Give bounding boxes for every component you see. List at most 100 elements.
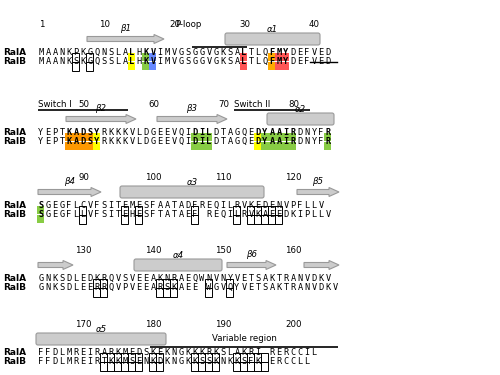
Text: Q: Q	[192, 274, 198, 283]
Text: K: K	[214, 357, 218, 366]
Text: K: K	[52, 274, 58, 283]
Text: F: F	[46, 357, 51, 366]
Bar	[100, 352, 106, 362]
Text: V: V	[116, 274, 120, 283]
Bar	[65, 132, 71, 141]
Text: E: E	[270, 357, 274, 366]
Text: S: S	[88, 137, 92, 146]
Text: N: N	[220, 274, 226, 283]
Bar	[156, 362, 162, 370]
Text: Y: Y	[262, 137, 268, 146]
Text: I: I	[220, 201, 226, 210]
Text: I: I	[186, 128, 190, 137]
Text: M: M	[130, 201, 134, 210]
Bar	[246, 214, 254, 223]
Bar	[275, 141, 281, 150]
Text: V: V	[206, 48, 212, 57]
Text: β4: β4	[64, 177, 75, 186]
Text: V: V	[172, 57, 176, 66]
Text: A: A	[270, 137, 274, 146]
Text: V: V	[172, 137, 176, 146]
Bar	[191, 141, 198, 150]
Text: E: E	[158, 137, 162, 146]
FancyBboxPatch shape	[134, 259, 222, 271]
Text: D: D	[326, 48, 330, 57]
Text: 60: 60	[148, 100, 159, 109]
Text: R: R	[102, 128, 106, 137]
Text: S: S	[108, 57, 114, 66]
Text: E: E	[122, 210, 128, 219]
Text: D: D	[66, 283, 71, 292]
Text: α1: α1	[267, 25, 278, 34]
Text: E: E	[276, 210, 281, 219]
Bar	[268, 62, 274, 70]
Bar	[156, 279, 162, 288]
Text: F: F	[66, 201, 71, 210]
Text: E: E	[256, 201, 260, 210]
Text: G: G	[214, 48, 218, 57]
Text: E: E	[136, 357, 141, 366]
Text: S: S	[228, 57, 232, 66]
Bar	[72, 132, 78, 141]
Text: 140: 140	[145, 246, 162, 255]
Text: S: S	[60, 283, 64, 292]
Bar	[240, 352, 246, 362]
Bar	[72, 62, 78, 70]
Bar	[190, 214, 198, 223]
Text: G: G	[88, 57, 92, 66]
Bar	[268, 206, 274, 214]
Text: K: K	[318, 274, 324, 283]
Text: D: D	[214, 128, 218, 137]
Text: Y: Y	[228, 274, 232, 283]
Text: F: F	[150, 210, 156, 219]
Text: R: R	[74, 357, 78, 366]
Bar	[134, 362, 141, 370]
Text: D: D	[144, 128, 148, 137]
Text: T: T	[158, 210, 162, 219]
FancyArrow shape	[227, 261, 276, 270]
Bar	[120, 362, 128, 370]
FancyBboxPatch shape	[225, 33, 320, 45]
Text: R: R	[290, 137, 296, 146]
Text: Y: Y	[262, 128, 268, 137]
Bar	[205, 141, 212, 150]
Text: E: E	[276, 348, 281, 357]
Text: E: E	[136, 274, 141, 283]
Text: A: A	[122, 48, 128, 57]
Text: 70: 70	[218, 100, 229, 109]
Bar	[212, 352, 218, 362]
Text: Q: Q	[178, 128, 184, 137]
Text: A: A	[262, 274, 268, 283]
Text: H: H	[136, 48, 141, 57]
Text: K: K	[122, 137, 128, 146]
Text: A: A	[150, 283, 156, 292]
Bar	[198, 132, 204, 141]
Text: α4: α4	[172, 251, 184, 260]
Text: F: F	[38, 348, 44, 357]
Text: R: R	[326, 128, 330, 137]
Text: L: L	[130, 48, 134, 57]
Text: L: L	[206, 137, 212, 146]
Text: α2: α2	[295, 105, 306, 114]
Text: F: F	[94, 201, 100, 210]
Text: E: E	[248, 283, 254, 292]
Text: S: S	[60, 274, 64, 283]
Bar	[275, 62, 281, 70]
Text: K: K	[66, 128, 71, 137]
Text: T: T	[60, 137, 64, 146]
Text: E: E	[144, 283, 148, 292]
Text: G: G	[38, 274, 44, 283]
Bar	[86, 62, 92, 70]
Bar	[274, 214, 281, 223]
Text: R: R	[276, 357, 281, 366]
Bar	[254, 362, 260, 370]
Text: L: L	[136, 128, 141, 137]
Text: E: E	[52, 201, 58, 210]
Bar	[282, 62, 288, 70]
Text: D: D	[214, 137, 218, 146]
Text: K: K	[116, 137, 120, 146]
Text: β6: β6	[246, 250, 257, 259]
Bar	[128, 362, 134, 370]
Text: T: T	[102, 357, 106, 366]
Text: S: S	[228, 48, 232, 57]
